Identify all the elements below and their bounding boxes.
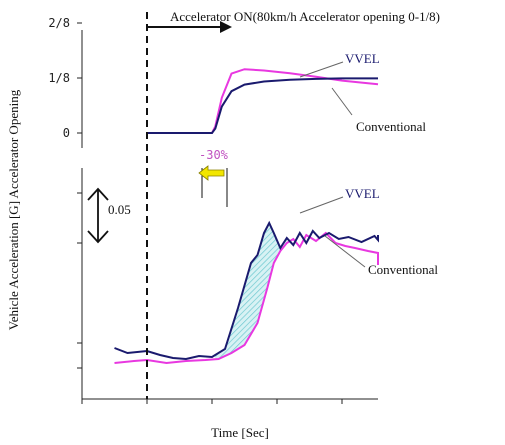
top-y-ticks: 2/8 1/8 0 — [48, 16, 82, 140]
scale-label: 0.05 — [108, 202, 131, 217]
top-vvel-leader — [299, 61, 344, 78]
bottom-conventional-label: Conventional — [368, 262, 438, 277]
x-axis-ticks — [81, 399, 343, 404]
delay-arrow — [198, 165, 225, 181]
difference-area — [215, 223, 287, 360]
top-vvel-label: VVEL — [345, 51, 380, 66]
bottom-conv-leader — [324, 235, 366, 268]
delay-label: -30% — [199, 148, 229, 162]
scale-bar-top-arrow — [87, 187, 109, 201]
y-axis-label: Vehicle Acceleration [G] Accelerator Ope… — [6, 89, 21, 330]
scale-bar-bottom-arrow — [87, 230, 109, 244]
bottom-vvel-leader — [299, 196, 344, 214]
x-axis-label: Time [Sec] — [211, 425, 269, 440]
bottom-conventional-line — [114, 231, 379, 365]
top-y-tick-label: 0 — [63, 126, 70, 140]
top-conventional-label: Conventional — [356, 119, 426, 134]
event-arrow-head — [220, 21, 232, 33]
top-y-tick-label: 1/8 — [48, 71, 70, 85]
bottom-vvel-line — [114, 220, 379, 361]
event-label: Accelerator ON(80km/h Accelerator openin… — [170, 9, 440, 24]
top-vvel-line — [147, 77, 378, 134]
bottom-vvel-label: VVEL — [345, 186, 380, 201]
top-conv-leader — [331, 87, 353, 116]
bottom-y-ticks — [77, 192, 82, 369]
top-y-tick-label: 2/8 — [48, 16, 70, 30]
